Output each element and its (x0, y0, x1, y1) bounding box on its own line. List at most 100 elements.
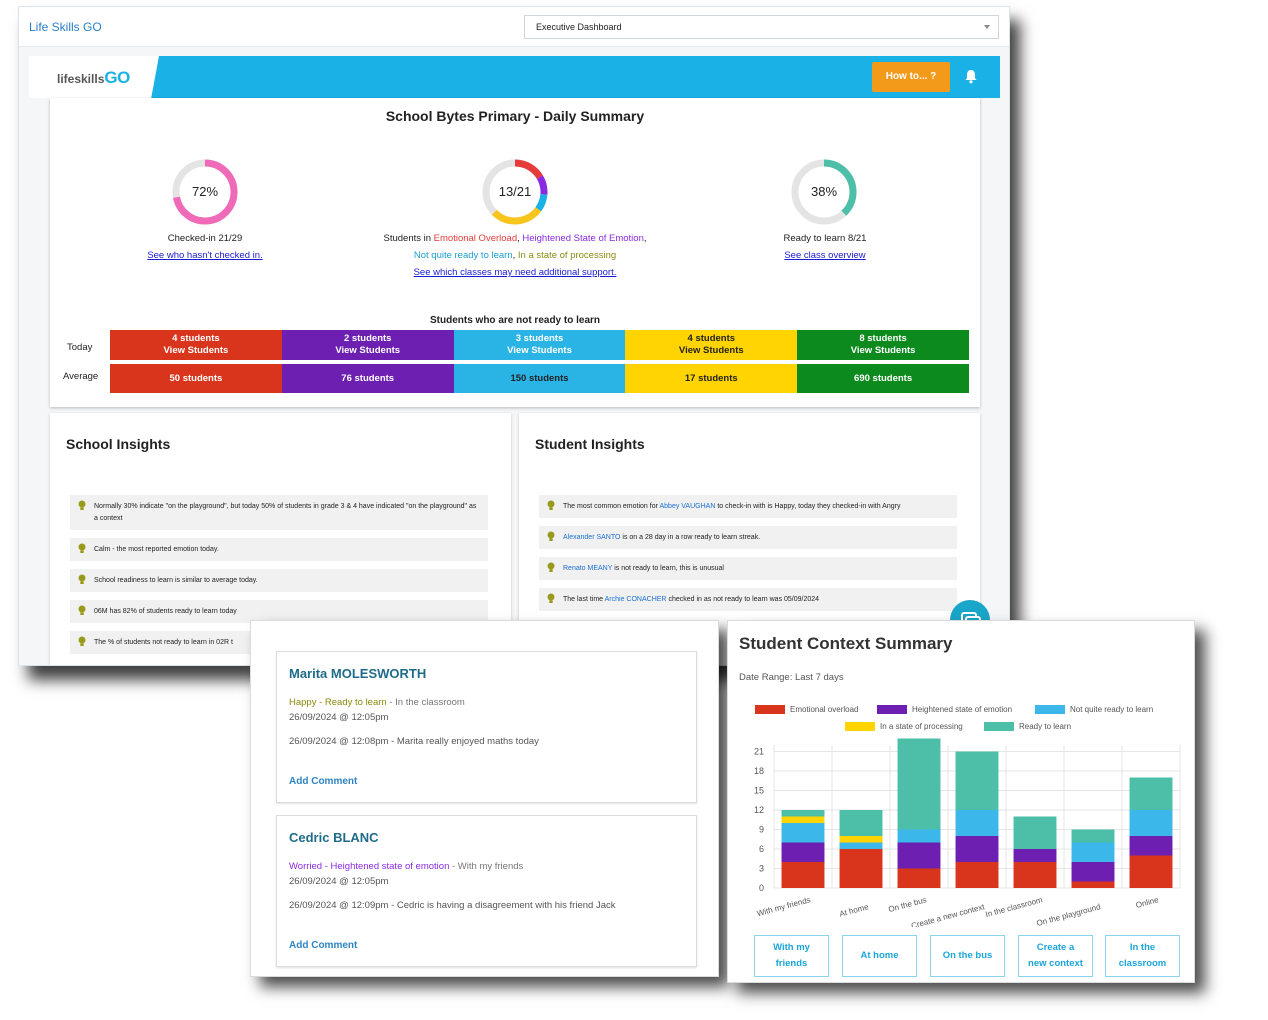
context-button[interactable]: Create a new context (1018, 935, 1093, 977)
legend-item[interactable]: Ready to learn (984, 722, 1071, 731)
x-tick-label: On the playground (1036, 902, 1102, 927)
student-insights-title: Student Insights (535, 436, 645, 452)
student-link[interactable]: Alexander SANTO (563, 533, 621, 541)
emotions-link[interactable]: See which classes may need additional su… (413, 267, 617, 278)
student-link[interactable]: Abbey VAUGHAN (659, 502, 716, 510)
logo[interactable]: lifeskillsGO (57, 68, 130, 87)
lightbulb-icon (78, 543, 86, 553)
bar-segment (1071, 842, 1115, 862)
today-label: Today (67, 342, 93, 353)
context-button[interactable]: On the bus (930, 935, 1005, 977)
bar-segment (955, 751, 999, 810)
today-cell[interactable]: 4 students View Students (110, 330, 282, 360)
student-name[interactable]: Marita MOLESWORTH (289, 666, 427, 681)
lightbulb-icon (78, 574, 86, 584)
brand-link[interactable]: Life Skills GO (29, 20, 102, 34)
comment-card: Cedric BLANC Worried - Heightened state … (276, 815, 697, 967)
bar-segment (781, 842, 825, 862)
y-tick-label: 21 (754, 747, 764, 757)
x-tick-label: With my friends (756, 895, 812, 918)
lightbulb-icon (547, 531, 555, 541)
how-to-button[interactable]: How to... ? (872, 62, 950, 92)
bar-segment (839, 836, 883, 843)
context-button[interactable]: With my friends (754, 935, 829, 977)
navbar: lifeskillsGO How to... ? (29, 56, 1000, 98)
y-tick-label: 15 (754, 786, 764, 796)
chevron-down-icon (984, 25, 990, 29)
student-link[interactable]: Renato MEANY (563, 564, 613, 572)
checked-in-percent: 72% (191, 184, 219, 199)
bar-segment (955, 836, 999, 862)
bar-segment (839, 849, 883, 888)
y-tick-label: 0 (759, 883, 764, 893)
bar-segment (1071, 862, 1115, 882)
add-comment-link[interactable]: Add Comment (289, 776, 358, 787)
bell-icon[interactable] (964, 69, 978, 84)
average-cell: 690 students (797, 364, 969, 393)
date-range: Date Range: Last 7 days (739, 672, 844, 683)
today-cell[interactable]: 8 students View Students (797, 330, 969, 360)
summary-title: School Bytes Primary - Daily Summary (385, 108, 645, 124)
bar-segment (781, 810, 825, 817)
dashboard-select[interactable]: Executive Dashboard (524, 15, 999, 39)
legend-item[interactable]: Heightened state of emotion (877, 705, 1012, 714)
lightbulb-icon (547, 500, 555, 510)
context-summary-window: Student Context Summary Date Range: Last… (727, 620, 1195, 983)
student-name[interactable]: Cedric BLANC (289, 830, 379, 845)
today-cell[interactable]: 3 students View Students (453, 330, 626, 360)
average-bar: 50 students 76 students 150 students 17 … (110, 364, 969, 393)
checked-in-link[interactable]: See who hasn't checked in. (147, 250, 263, 261)
bar-segment (1013, 849, 1057, 862)
x-tick-label: On the bus (887, 895, 927, 914)
x-tick-label: At home (838, 902, 870, 919)
insight-item: School readiness to learn is similar to … (70, 569, 488, 592)
bar-segment (839, 810, 883, 836)
student-insights-list: The most common emotion for Abbey VAUGHA… (539, 495, 957, 619)
legend-item[interactable]: Emotional overload (755, 705, 858, 714)
bar-segment (1013, 862, 1057, 888)
bar-segment (955, 862, 999, 888)
emotions-caption-line2: Not quite ready to learn, In a state of … (413, 250, 617, 261)
bar-segment (1013, 816, 1057, 849)
x-tick-label: In the classroom (984, 895, 1043, 919)
ready-caption: Ready to learn 8/21 (783, 233, 867, 244)
x-tick-label: Create a new context (910, 902, 986, 927)
y-tick-label: 9 (759, 825, 764, 835)
bar-segment (955, 810, 999, 836)
average-cell: 17 students (625, 364, 798, 393)
lightbulb-icon (547, 593, 555, 603)
legend-item[interactable]: Not quite ready to learn (1035, 705, 1153, 714)
context-button[interactable]: At home (842, 935, 917, 977)
insight-item: Renato MEANY is not ready to learn, this… (539, 557, 957, 580)
add-comment-link[interactable]: Add Comment (289, 940, 358, 951)
student-link[interactable]: Archie CONACHER (604, 595, 667, 603)
today-cell[interactable]: 4 students View Students (625, 330, 798, 360)
lightbulb-icon (547, 562, 555, 572)
checked-in-stat: Checked-in 21/29 See who hasn't checked … (110, 230, 300, 264)
emotions-caption-line1: Students in Emotional Overload, Heighten… (383, 233, 647, 244)
dashboard-select-value: Executive Dashboard (536, 22, 622, 32)
top-bar: Life Skills GO Executive Dashboard (19, 7, 1009, 47)
comment-note: 26/09/2024 @ 12:09pm - Cedric is having … (289, 900, 616, 911)
y-tick-label: 3 (759, 864, 764, 874)
emotions-donut: 13/21 (481, 158, 549, 231)
not-ready-title: Students who are not ready to learn (429, 315, 601, 326)
checkin-date: 26/09/2024 @ 12:05pm (289, 876, 389, 887)
context-button[interactable]: In the classroom (1105, 935, 1180, 977)
lightbulb-icon (78, 636, 86, 646)
ready-percent: 38% (810, 184, 838, 199)
average-cell: 76 students (281, 364, 454, 393)
bar-segment (897, 829, 941, 843)
emotions-count: 13/21 (498, 184, 532, 199)
bar-segment (1071, 829, 1115, 843)
class-overview-link[interactable]: See class overview (784, 250, 866, 261)
bar-segment (897, 738, 941, 830)
insight-item: Normally 30% indicate "on the playground… (70, 495, 488, 530)
average-cell: 50 students (110, 364, 282, 393)
logo-area: lifeskillsGO (29, 56, 159, 98)
today-cell[interactable]: 2 students View Students (281, 330, 454, 360)
legend-item[interactable]: In a state of processing (845, 722, 963, 731)
average-cell: 150 students (453, 364, 626, 393)
today-bar: 4 students View Students 2 students View S… (110, 330, 969, 360)
average-label: Average (63, 371, 99, 382)
